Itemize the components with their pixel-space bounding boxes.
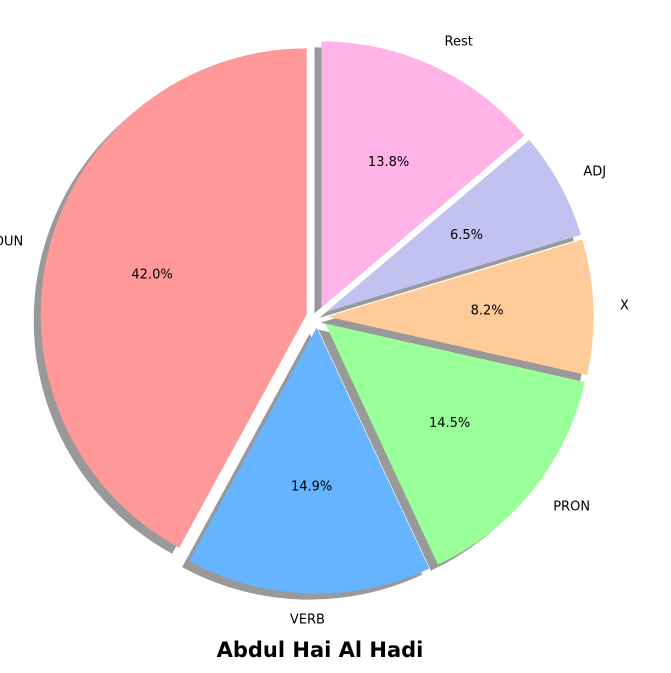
slice-noun xyxy=(40,48,307,548)
slice-percent-pron: 14.5% xyxy=(429,416,470,431)
chart-title: Abdul Hai Al Hadi xyxy=(216,638,424,662)
slice-label-verb: VERB xyxy=(290,613,325,628)
slice-percent-noun: 42.0% xyxy=(131,267,172,282)
slice-layer xyxy=(40,41,594,594)
slice-percent-verb: 14.9% xyxy=(291,480,332,495)
slice-label-pron: PRON xyxy=(553,500,590,515)
slice-verb xyxy=(189,327,430,594)
slice-adj xyxy=(326,139,581,312)
slice-percent-rest: 13.8% xyxy=(368,155,409,170)
slice-pron xyxy=(325,323,585,565)
slice-percent-x: 8.2% xyxy=(471,303,504,318)
label-layer: NOUN 42.0% VERB 14.9% PRON 14.5% X 8.2% ADJ 6.5% R… xyxy=(0,34,629,627)
slice-x xyxy=(327,239,594,376)
slice-label-noun: NOUN xyxy=(0,234,23,249)
slice-label-x: X xyxy=(620,299,629,314)
slice-rest xyxy=(321,41,525,308)
slice-label-adj: ADJ xyxy=(583,165,606,180)
slice-label-rest: Rest xyxy=(445,34,473,49)
slice-percent-adj: 6.5% xyxy=(450,228,483,243)
